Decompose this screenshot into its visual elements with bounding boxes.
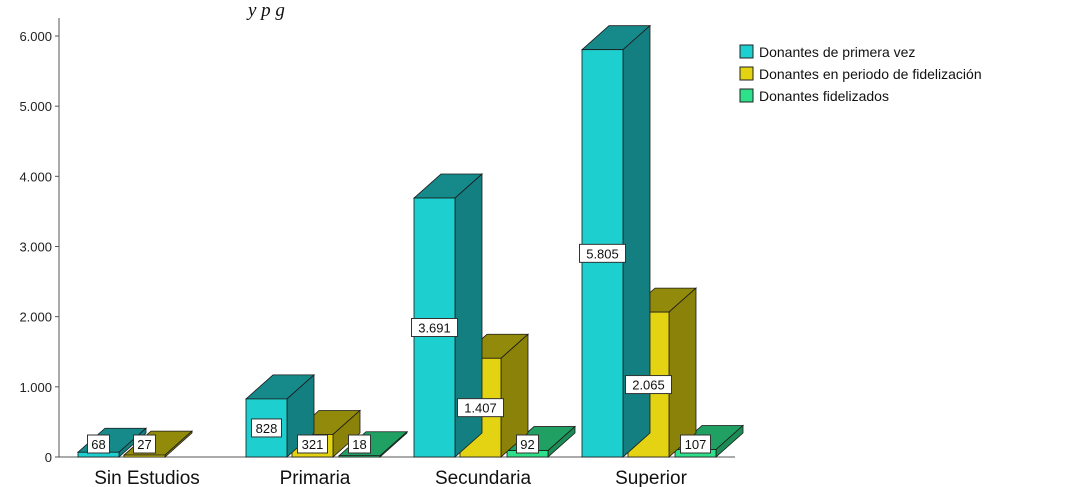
y-tick-label: 5.000 xyxy=(19,99,52,114)
data-label-text: 828 xyxy=(256,421,278,436)
data-label-text: 18 xyxy=(352,437,366,452)
y-tick-label: 2.000 xyxy=(19,310,52,325)
data-label-box xyxy=(87,434,110,454)
data-label-text: 5.805 xyxy=(586,246,619,261)
data-label-box xyxy=(411,318,458,338)
legend-swatch xyxy=(739,88,754,103)
data-label-box xyxy=(680,434,711,454)
data-label-box xyxy=(297,434,328,454)
data-label-text: 1.407 xyxy=(464,401,497,416)
data-label-text: 321 xyxy=(302,437,324,452)
bar-front-face xyxy=(123,454,166,458)
y-tick-label: 1.000 xyxy=(19,380,52,395)
x-category-label: Primaria xyxy=(280,468,351,487)
data-label-box xyxy=(251,418,282,438)
y-tick-label: 6.000 xyxy=(19,29,52,44)
data-label-text: 92 xyxy=(520,437,534,452)
legend-item: Donantes fidelizados xyxy=(739,88,889,104)
legend-label: Donantes de primera vez xyxy=(759,44,915,60)
data-label-box xyxy=(348,434,371,454)
data-label-text: 3.691 xyxy=(418,321,451,336)
legend-item: Donantes en periodo de fidelización xyxy=(739,66,982,82)
caption-fragment: y p g xyxy=(246,0,285,21)
data-label-1-1: 321 xyxy=(297,434,328,454)
data-label-box xyxy=(133,434,156,454)
data-label-box xyxy=(625,375,672,395)
data-label-text: 68 xyxy=(91,437,105,452)
legend-label: Donantes fidelizados xyxy=(759,88,889,104)
legend-swatch xyxy=(739,66,754,81)
data-label-box xyxy=(579,243,626,263)
legend-label: Donantes en periodo de fidelización xyxy=(759,66,982,82)
data-label-0-1: 828 xyxy=(251,418,282,438)
bar-side-face xyxy=(668,287,697,458)
data-label-0-0: 68 xyxy=(87,434,110,454)
data-label-1-2: 1.407 xyxy=(457,398,504,418)
x-category-label: Sin Estudios xyxy=(94,468,200,487)
bar-front-face xyxy=(338,455,381,458)
y-tick-label: 0 xyxy=(45,450,52,465)
axes: 0 1.000 2.000 3.000 4.000 5.000 6.000 Sin Estud… xyxy=(19,18,735,487)
x-category-label: Superior xyxy=(615,468,687,487)
data-label-text: 27 xyxy=(137,437,151,452)
data-labels: 68 27 828 321 18 3.691 1.407 92 5.805 2.065 107 xyxy=(87,243,711,454)
data-label-1-0: 27 xyxy=(133,434,156,454)
data-label-box xyxy=(516,434,539,454)
data-label-0-3: 5.805 xyxy=(579,243,626,263)
legend: Donantes de primera vez Donantes en perio… xyxy=(739,44,982,104)
data-label-text: 2.065 xyxy=(632,378,665,393)
data-label-0-2: 3.691 xyxy=(411,318,458,338)
y-tick-label: 4.000 xyxy=(19,169,52,184)
data-label-1-3: 2.065 xyxy=(625,375,672,395)
legend-swatch xyxy=(739,44,754,59)
data-label-box xyxy=(457,398,504,418)
data-label-2-2: 92 xyxy=(516,434,539,454)
x-category-label: Secundaria xyxy=(435,468,532,487)
data-label-2-1: 18 xyxy=(348,434,371,454)
data-label-text: 107 xyxy=(685,437,707,452)
y-tick-label: 3.000 xyxy=(19,240,52,255)
legend-item: Donantes de primera vez xyxy=(739,44,915,60)
data-label-2-3: 107 xyxy=(680,434,711,454)
